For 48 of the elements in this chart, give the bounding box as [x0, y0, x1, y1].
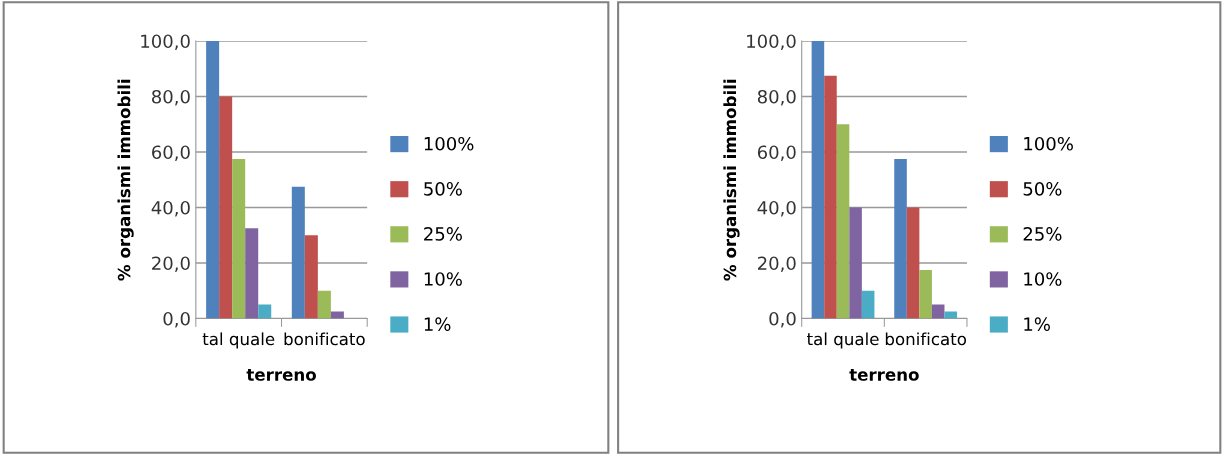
- bar: [944, 311, 958, 319]
- bar: [836, 124, 850, 319]
- legend-label: 1%: [1024, 317, 1050, 331]
- bar: [219, 96, 233, 319]
- y-tick-label: 60,0: [757, 145, 796, 161]
- bar: [232, 158, 246, 319]
- bar: [245, 228, 259, 319]
- legend-label: 50%: [1023, 181, 1062, 196]
- legend-label: 25%: [424, 227, 462, 241]
- y-tick-label: 0,0: [769, 311, 796, 328]
- bar: [811, 40, 825, 319]
- x-tick-label: tal quale: [807, 332, 879, 349]
- bar: [206, 40, 220, 319]
- legend-label: 100%: [424, 136, 474, 151]
- bar: [931, 304, 945, 319]
- bar: [824, 75, 837, 319]
- bar: [291, 186, 305, 319]
- y-tick-label: 40,0: [757, 200, 796, 217]
- y-axis-title: % organismi immobili: [117, 79, 134, 281]
- y-tick-label: 60,0: [152, 145, 190, 161]
- legend-label: 10%: [1024, 272, 1062, 286]
- x-tick-label: bonificato: [885, 332, 967, 346]
- y-tick-label: 40,0: [151, 200, 190, 217]
- y-axis-title: % organismi immobili: [723, 79, 740, 281]
- bar: [894, 158, 907, 319]
- x-axis-title: terreno: [246, 368, 316, 381]
- y-tick-label: 0,0: [163, 311, 190, 328]
- bar: [919, 269, 932, 319]
- bar: [258, 304, 272, 319]
- legend-label: 50%: [424, 181, 462, 196]
- y-tick-label: 100,0: [747, 34, 796, 50]
- y-tick-label: 80,0: [152, 89, 190, 106]
- x-axis-title: terreno: [849, 368, 919, 381]
- bar: [861, 290, 875, 319]
- y-tick-label: 80,0: [757, 89, 796, 106]
- bar: [317, 290, 331, 319]
- bar: [906, 207, 920, 319]
- y-tick-label: 20,0: [757, 256, 796, 272]
- legend-label: 100%: [1024, 136, 1073, 151]
- x-tick-label: tal quale: [202, 332, 275, 349]
- legend-label: 1%: [424, 317, 451, 331]
- y-tick-label: 20,0: [152, 256, 190, 272]
- legend-label: 10%: [424, 272, 462, 286]
- bar: [849, 207, 862, 319]
- y-tick-label: 100,0: [141, 34, 190, 50]
- legend-label: 25%: [1023, 227, 1062, 241]
- x-tick-label: bonificato: [284, 332, 365, 346]
- bar: [304, 235, 318, 319]
